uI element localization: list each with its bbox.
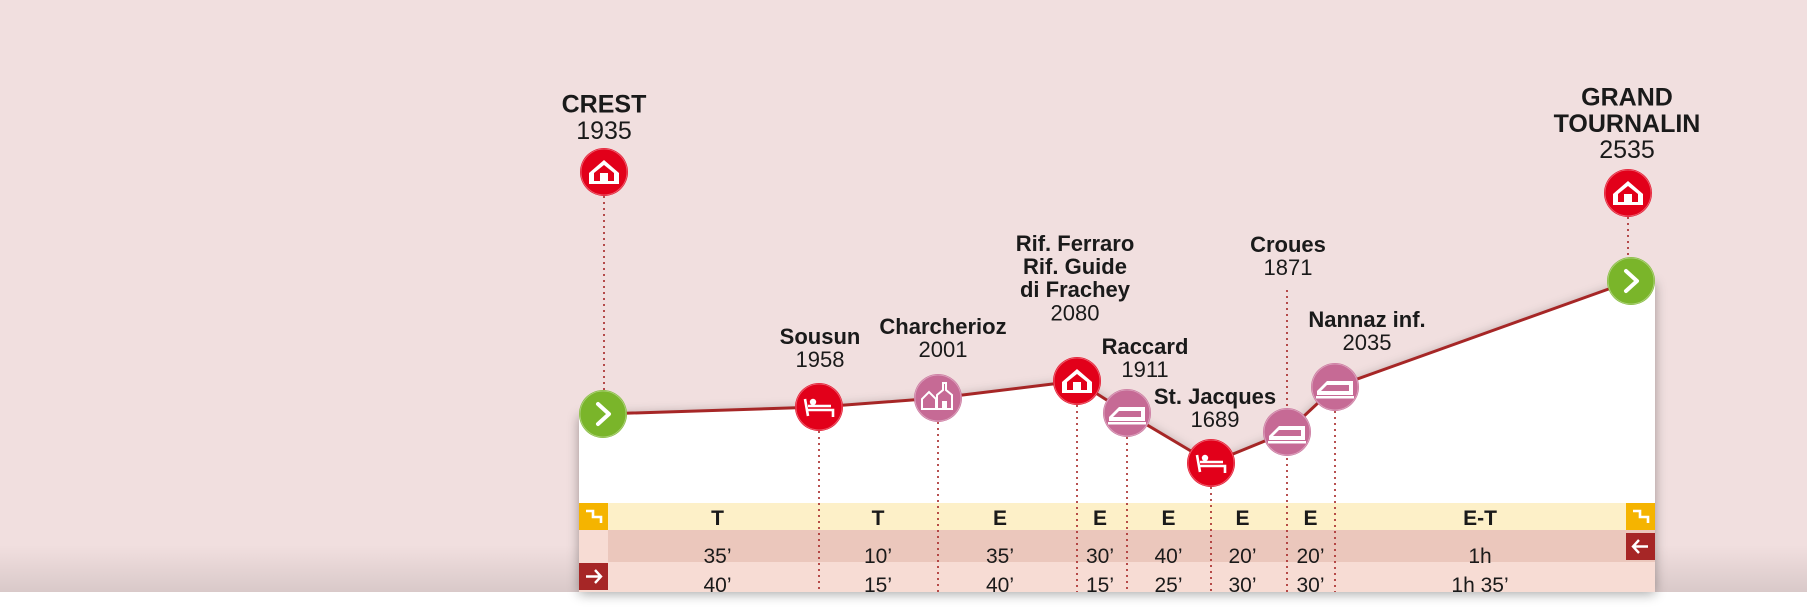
waypoint-marker-raccard [1103, 389, 1151, 437]
bed-icon [1195, 454, 1227, 473]
waypoint-altitude: 2001 [919, 337, 968, 362]
markers [579, 148, 1655, 487]
waypoint-altitude: 1935 [576, 117, 632, 145]
waypoint-marker-croues [1263, 408, 1311, 456]
waypoint-altitude: 1911 [1121, 357, 1168, 382]
segment-column: E 20’ 30’ [1228, 507, 1256, 597]
farm-icon [1316, 381, 1354, 399]
segment-time-forward: 35’ [703, 545, 731, 568]
segment-time-forward: 20’ [1296, 545, 1324, 568]
waypoint-marker-charcherioz [914, 374, 962, 422]
segment-column: E-T 1h 1h 35’ [1451, 507, 1508, 597]
segment-difficulty: E [1093, 507, 1107, 530]
segment-time-forward: 40’ [1154, 545, 1182, 568]
time-row-backward [579, 562, 1655, 592]
time-row-cap [1626, 562, 1655, 592]
waypoint-name: Raccard [1102, 334, 1189, 359]
waypoint-name: CREST [562, 91, 647, 119]
waypoint-marker-st-jacques [1187, 439, 1235, 487]
difficulty-icon [579, 503, 608, 530]
waypoint-name: St. Jacques [1154, 384, 1276, 409]
hut-icon [1062, 369, 1092, 393]
segment-column: E 35’ 40’ [986, 507, 1014, 597]
chevron-right-icon [1624, 269, 1639, 293]
segments-table: T 35’ 40’ T 10’ 15’ E 35’ 40’ E 30’ 15’ E 40’ 25’ E 20’ 3… [579, 503, 1655, 597]
time-row-forward [579, 530, 1655, 562]
waypoint-name: GRAND [1581, 84, 1673, 112]
segment-column: E 30’ 15’ [1086, 507, 1114, 597]
waypoint-altitude: 1871 [1264, 255, 1313, 280]
time-row-cap [579, 530, 608, 562]
segment-difficulty: E [1161, 507, 1175, 530]
difficulty-row [579, 503, 1655, 530]
segment-time-backward: 40’ [703, 574, 731, 597]
waypoint-name: Charcherioz [879, 314, 1006, 339]
segment-column: E 40’ 25’ [1154, 507, 1182, 597]
farm-icon [1108, 407, 1146, 425]
segment-time-forward: 35’ [986, 545, 1014, 568]
farm-icon [1268, 426, 1306, 444]
segment-time-backward: 1h 35’ [1451, 574, 1508, 597]
waypoint-marker-nannaz-inf [1311, 363, 1359, 411]
waypoint-name: Croues [1250, 232, 1326, 257]
waypoint-altitude: 1958 [796, 347, 845, 372]
segment-difficulty: T [872, 507, 885, 530]
segment-time-forward: 20’ [1228, 545, 1256, 568]
waypoint-name: TOURNALIN [1554, 110, 1701, 138]
segment-difficulty: E [1303, 507, 1317, 530]
difficulty-icon [1626, 503, 1655, 530]
segment-column: T 35’ 40’ [703, 507, 731, 597]
segment-difficulty: T [711, 507, 724, 530]
arrow-right-icon [579, 563, 608, 590]
waypoint-marker-end [1607, 257, 1655, 305]
segment-time-backward: 15’ [864, 574, 892, 597]
segment-difficulty: E [993, 507, 1007, 530]
waypoint-marker-start [579, 390, 627, 438]
segment-difficulty: E-T [1463, 507, 1497, 530]
segment-time-forward: 10’ [864, 545, 892, 568]
segment-time-forward: 30’ [1086, 545, 1114, 568]
hut-icon [1613, 181, 1643, 205]
waypoint-marker-sousun [795, 383, 843, 431]
waypoint-altitude: 2080 [1051, 300, 1100, 325]
village-icon [921, 382, 953, 410]
segment-difficulty: E [1235, 507, 1249, 530]
waypoint-altitude: 1689 [1191, 407, 1240, 432]
waypoint-name: di Frachey [1020, 277, 1131, 302]
waypoint-name: Sousun [780, 324, 861, 349]
waypoint-name: Rif. Guide [1023, 254, 1127, 279]
chevron-right-icon [596, 402, 611, 426]
waypoint-name: Rif. Ferraro [1016, 231, 1135, 256]
waypoint-marker-rif-ferraro [1053, 357, 1101, 405]
segment-time-backward: 30’ [1228, 574, 1256, 597]
segment-time-backward: 25’ [1154, 574, 1182, 597]
waypoint-label-nannaz-inf: Nannaz inf.2035 [1308, 307, 1425, 355]
segment-column: E 20’ 30’ [1296, 507, 1324, 597]
waypoint-altitude: 2035 [1343, 330, 1392, 355]
hut-icon [589, 160, 619, 184]
segment-time-backward: 30’ [1296, 574, 1324, 597]
bed-icon [803, 398, 835, 417]
waypoint-name: Nannaz inf. [1308, 307, 1425, 332]
arrow-left-icon [1626, 533, 1655, 560]
segment-time-backward: 40’ [986, 574, 1014, 597]
peak-marker-grand-tournalin [1604, 169, 1652, 217]
waypoint-altitude: 2535 [1599, 136, 1655, 164]
peak-marker-crest [580, 148, 628, 196]
segment-time-backward: 15’ [1086, 574, 1114, 597]
segment-column: T 10’ 15’ [864, 507, 892, 597]
segment-time-forward: 1h [1468, 545, 1491, 568]
